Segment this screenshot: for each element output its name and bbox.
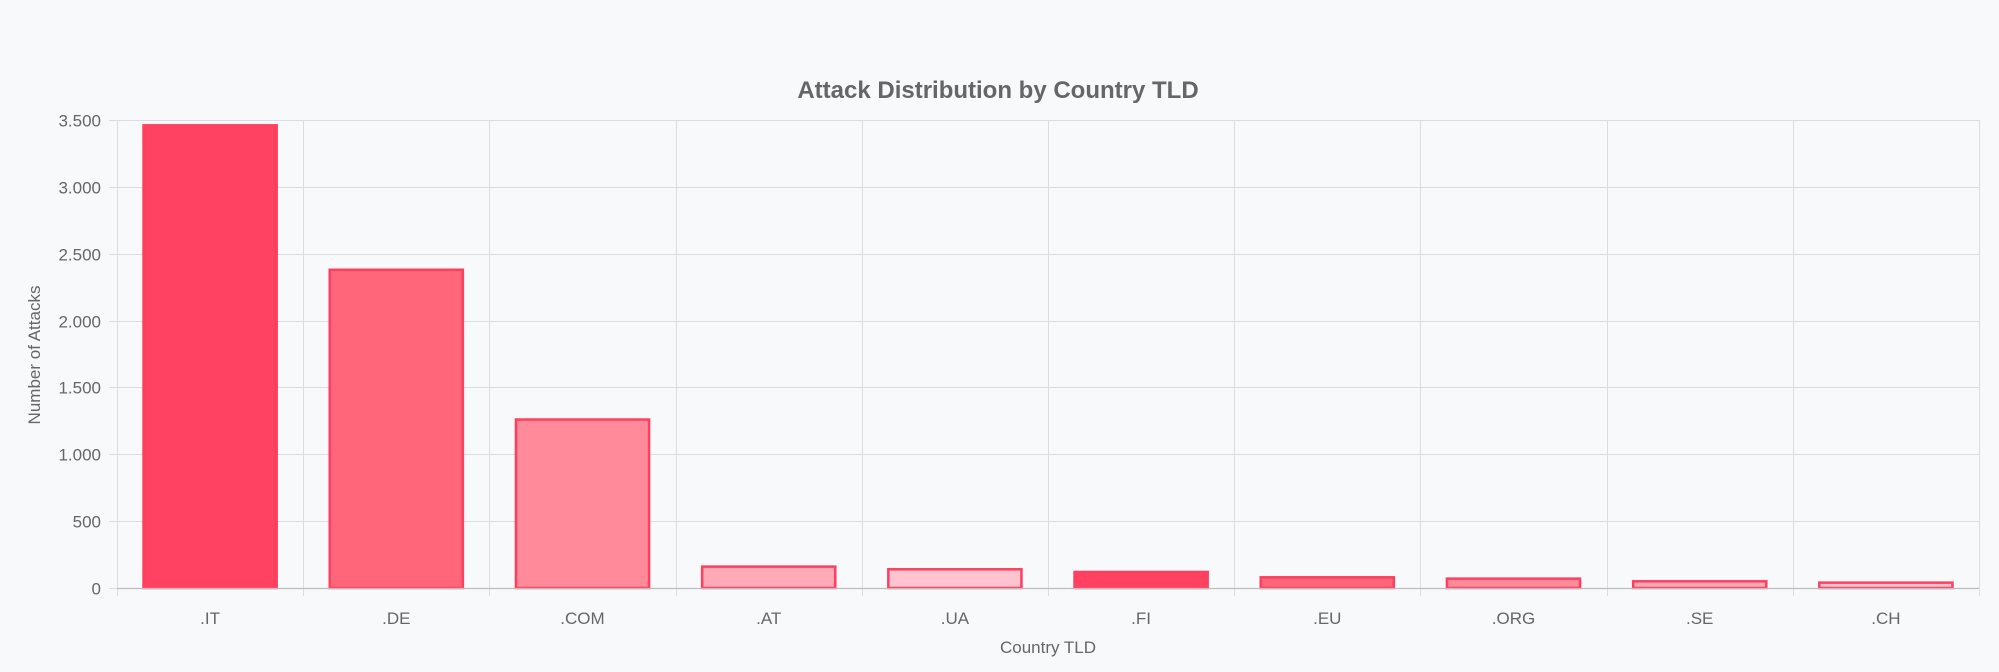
x-tick-label: .CH xyxy=(1871,609,1900,628)
bar xyxy=(887,568,1023,590)
bar xyxy=(1259,576,1396,590)
bar xyxy=(1631,580,1768,590)
x-tick-label: .FI xyxy=(1131,609,1151,628)
bar xyxy=(514,418,651,590)
x-tick-label: .DE xyxy=(382,609,410,628)
bar xyxy=(1073,570,1209,590)
bar xyxy=(1445,577,1582,590)
y-tick-label: 2.000 xyxy=(58,313,101,332)
x-tick-label: .SE xyxy=(1686,609,1713,628)
y-tick-label: 2.500 xyxy=(58,246,101,265)
x-tick-label: .EU xyxy=(1313,609,1341,628)
y-tick-label: 3.500 xyxy=(58,112,101,131)
x-tick-label: .ORG xyxy=(1492,609,1535,628)
x-tick-label: .AT xyxy=(756,609,781,628)
y-tick-label: 3.000 xyxy=(58,179,101,198)
bar xyxy=(142,124,278,590)
bars xyxy=(142,124,1954,590)
x-tick-label: .COM xyxy=(560,609,604,628)
chart-title: Attack Distribution by Country TLD xyxy=(797,77,1198,104)
y-tick-label: 1.500 xyxy=(58,379,101,398)
bar xyxy=(1818,581,1954,590)
y-tick-label: 0 xyxy=(92,580,101,599)
x-tick-labels: .IT .DE .COM .AT .UA .FI .EU .ORG .SE .CH xyxy=(200,609,1900,628)
bar xyxy=(700,565,837,590)
x-axis-label: Country TLD xyxy=(1000,638,1096,657)
x-tick-label: .IT xyxy=(200,609,220,628)
bar xyxy=(328,268,465,590)
y-tick-label: 1.000 xyxy=(58,446,101,465)
y-tick-label: 500 xyxy=(73,513,101,532)
x-tick-label: .UA xyxy=(941,609,970,628)
y-axis-label: Number of Attacks xyxy=(25,286,44,425)
y-tick-labels: 0 500 1.000 1.500 2.000 2.500 3.000 3.500 xyxy=(58,112,101,599)
